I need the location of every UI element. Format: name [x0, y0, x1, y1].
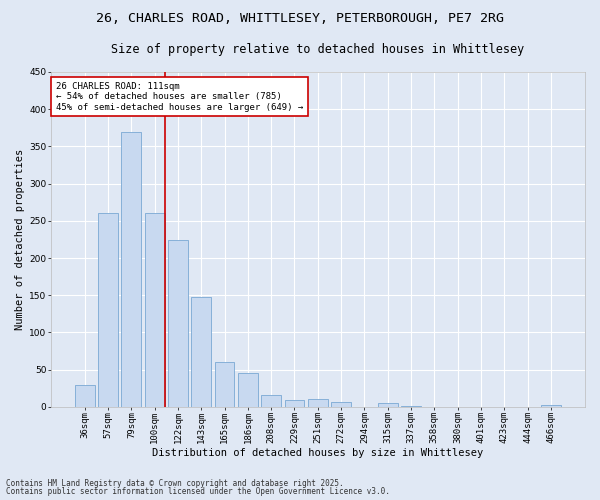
Bar [121, 132, 141, 407]
Bar [168, 240, 188, 407]
Bar [331, 402, 351, 407]
Bar [145, 212, 164, 407]
Y-axis label: Number of detached properties: Number of detached properties [15, 149, 25, 330]
Bar [401, 406, 421, 407]
Text: Contains HM Land Registry data © Crown copyright and database right 2025.: Contains HM Land Registry data © Crown c… [6, 478, 344, 488]
Bar [378, 403, 398, 407]
Bar [284, 400, 304, 407]
Bar [541, 406, 561, 407]
Bar [98, 212, 118, 407]
Text: 26 CHARLES ROAD: 111sqm
← 54% of detached houses are smaller (785)
45% of semi-d: 26 CHARLES ROAD: 111sqm ← 54% of detache… [56, 82, 303, 112]
Text: 26, CHARLES ROAD, WHITTLESEY, PETERBOROUGH, PE7 2RG: 26, CHARLES ROAD, WHITTLESEY, PETERBOROU… [96, 12, 504, 26]
Bar [261, 395, 281, 407]
X-axis label: Distribution of detached houses by size in Whittlesey: Distribution of detached houses by size … [152, 448, 484, 458]
Bar [191, 298, 211, 407]
Bar [238, 374, 258, 407]
Bar [75, 384, 95, 407]
Text: Contains public sector information licensed under the Open Government Licence v3: Contains public sector information licen… [6, 487, 390, 496]
Title: Size of property relative to detached houses in Whittlesey: Size of property relative to detached ho… [111, 42, 524, 56]
Bar [308, 400, 328, 407]
Bar [215, 362, 235, 407]
